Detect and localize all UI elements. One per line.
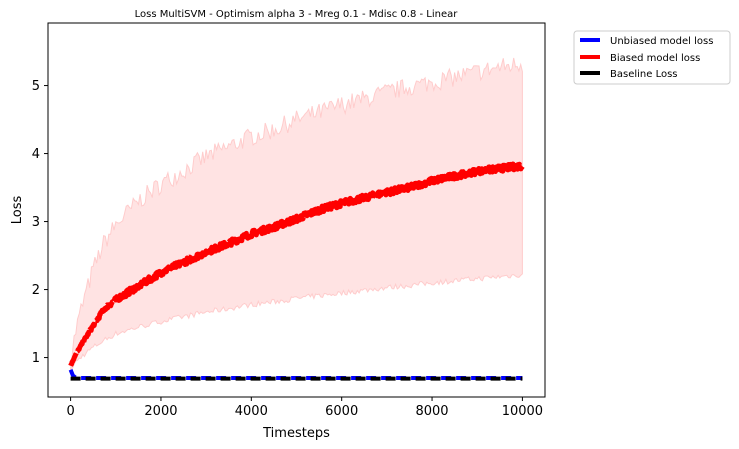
x-tick-label: 0 bbox=[66, 404, 74, 419]
chart-title: Loss MultiSVM - Optimism alpha 3 - Mreg … bbox=[135, 9, 459, 20]
x-tick-label: 2000 bbox=[144, 404, 177, 419]
legend-box bbox=[573, 30, 731, 85]
y-tick-label: 3 bbox=[32, 215, 40, 230]
x-tick-label: 4000 bbox=[235, 404, 268, 419]
legend-label-baseline: Baseline Loss bbox=[610, 69, 678, 80]
y-axis-ticks: 1 2 3 4 5 bbox=[32, 79, 48, 366]
biased-loss-line bbox=[68, 161, 525, 368]
legend-label-biased: Biased model loss bbox=[610, 53, 700, 64]
plot-frame bbox=[47, 22, 546, 398]
y-axis-label: Loss bbox=[10, 196, 25, 225]
y-tick-label: 1 bbox=[32, 351, 40, 366]
x-axis-ticks: 0 2000 4000 6000 8000 10000 bbox=[66, 397, 543, 419]
x-tick-label: 6000 bbox=[325, 404, 358, 419]
x-axis-label: Timesteps bbox=[262, 426, 330, 441]
series-lines bbox=[68, 161, 525, 381]
x-tick-label: 8000 bbox=[415, 404, 448, 419]
y-tick-label: 5 bbox=[32, 79, 40, 94]
legend: Unbiased model loss Biased model loss Ba… bbox=[573, 30, 731, 85]
y-tick-label: 2 bbox=[32, 283, 40, 298]
x-tick-label: 10000 bbox=[502, 404, 543, 419]
y-tick-label: 4 bbox=[32, 147, 40, 162]
legend-label-unbiased: Unbiased model loss bbox=[610, 36, 713, 47]
